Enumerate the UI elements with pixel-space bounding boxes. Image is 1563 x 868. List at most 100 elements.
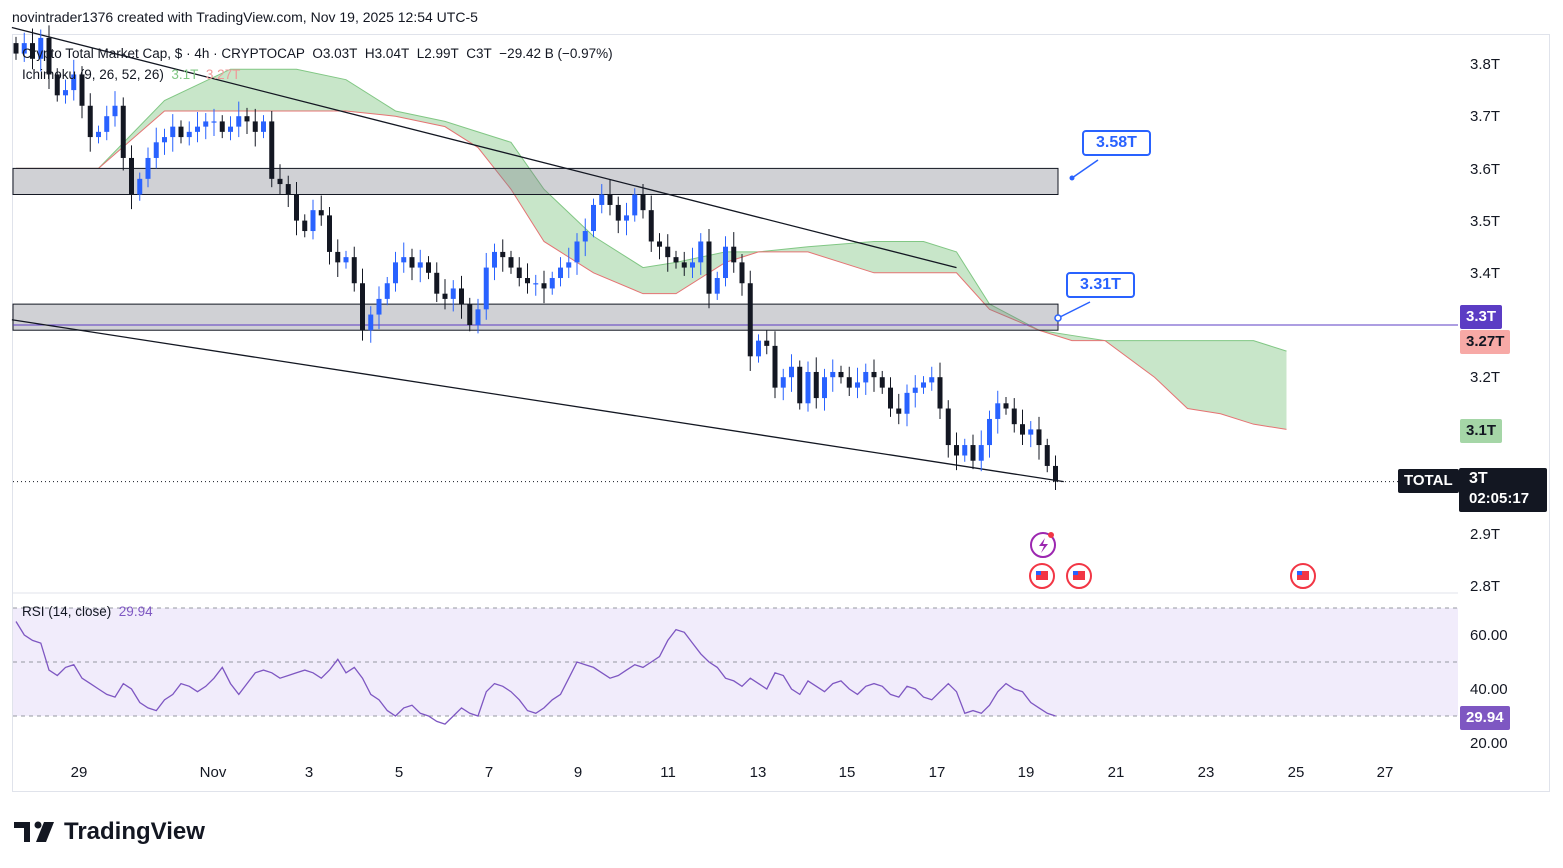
candle-body xyxy=(739,262,745,284)
candle-body xyxy=(846,377,852,388)
candle-body xyxy=(54,74,60,96)
candle-body xyxy=(244,116,250,122)
candle-body xyxy=(269,121,275,179)
ichimoku-cloud-bullish xyxy=(1187,340,1221,414)
candle-body xyxy=(558,267,563,279)
candle-body xyxy=(929,377,935,383)
symbol-name[interactable]: Crypto Total Market Cap, $ · 4h · CRYPTO… xyxy=(22,46,305,61)
date-axis-label: 15 xyxy=(838,764,856,781)
candle-body xyxy=(38,37,44,59)
sr-zone xyxy=(12,167,1059,195)
candle-body xyxy=(549,278,555,289)
price-axis-label: 3.4T xyxy=(1470,265,1501,282)
chart-frame[interactable] xyxy=(12,34,1550,792)
candle-body xyxy=(574,241,580,263)
last-price: 3T xyxy=(1469,470,1488,487)
earnings-event-icon[interactable] xyxy=(1030,532,1056,558)
candle-body xyxy=(879,377,885,388)
rsi-legend-value: 29.94 xyxy=(118,604,153,619)
candle-body xyxy=(261,121,266,132)
candle-body xyxy=(1003,403,1009,409)
change-value: −29.42 B (−0.97%) xyxy=(499,46,613,61)
candle-body xyxy=(368,314,374,331)
candle-body xyxy=(896,408,902,414)
symbol-tag: TOTAL xyxy=(1398,469,1459,493)
candle-body xyxy=(129,157,134,195)
us-economic-event-icon[interactable] xyxy=(1066,563,1092,589)
candle-body xyxy=(764,340,770,346)
candle-body xyxy=(921,382,926,388)
date-axis-label: 29 xyxy=(70,764,88,781)
date-axis-label: 5 xyxy=(394,764,404,781)
ichimoku-cloud-bullish xyxy=(230,69,297,111)
callout-anchor xyxy=(1069,175,1075,181)
candle-body xyxy=(1011,408,1017,425)
rsi-legend[interactable]: RSI (14, close) 29.94 xyxy=(22,604,153,619)
candle-body xyxy=(483,267,489,310)
date-axis-label: 11 xyxy=(660,764,676,781)
candle-body xyxy=(673,257,679,263)
callout-3-31t[interactable]: 3.31T xyxy=(1066,272,1135,298)
date-axis-label: 17 xyxy=(928,764,946,781)
price-axis-label: 2.9T xyxy=(1470,526,1501,543)
price-axis-label: 3.5T xyxy=(1470,213,1501,230)
candle-body xyxy=(120,105,126,158)
candle-body xyxy=(1053,465,1058,482)
rsi-label: RSI (14, close) xyxy=(22,604,112,619)
ichimoku-cloud-bullish xyxy=(956,251,990,310)
callout-pointer xyxy=(1071,159,1099,179)
candle-body xyxy=(640,194,646,211)
candle-body xyxy=(426,262,431,273)
candle-body xyxy=(236,116,242,127)
date-axis-label: 21 xyxy=(1107,764,1125,781)
hline-price-tag[interactable]: 3.3T xyxy=(1460,305,1503,329)
ichimoku-span-a-value: 3.1T xyxy=(171,67,199,82)
candle-body xyxy=(698,241,704,263)
candle-body xyxy=(310,210,316,232)
cloud-span-a-tag: 3.1T xyxy=(1460,419,1503,443)
candle-body xyxy=(393,262,398,284)
candle-body xyxy=(805,371,811,404)
tradingview-brand[interactable]: TradingView xyxy=(14,818,205,846)
candle-body xyxy=(690,262,695,268)
candle-body xyxy=(912,387,918,393)
flag-canton xyxy=(1073,571,1078,575)
candle-body xyxy=(467,304,473,325)
candle-body xyxy=(648,210,654,242)
candle-body xyxy=(360,283,365,331)
us-economic-event-icon[interactable] xyxy=(1290,563,1316,589)
flag-canton xyxy=(1297,571,1302,575)
date-axis-label: 3 xyxy=(304,764,314,781)
us-economic-event-icon[interactable] xyxy=(1029,563,1055,589)
candle-body xyxy=(96,131,101,138)
candle-body xyxy=(954,445,959,456)
date-axis-label: 19 xyxy=(1017,764,1035,781)
ichimoku-cloud-bullish xyxy=(1253,340,1287,430)
event-dot xyxy=(1048,532,1054,538)
callout-3-58t[interactable]: 3.58T xyxy=(1082,130,1151,156)
candle-body xyxy=(731,246,737,263)
rsi-line xyxy=(15,621,1056,725)
candle-body xyxy=(516,267,522,279)
candle-body xyxy=(219,121,225,132)
symbol-legend: Crypto Total Market Cap, $ · 4h · CRYPTO… xyxy=(22,46,613,61)
trendline xyxy=(11,319,1064,483)
candle-body xyxy=(87,105,93,138)
candle-body xyxy=(723,246,728,279)
candle-body xyxy=(170,126,176,138)
bar-countdown: 02:05:17 xyxy=(1469,490,1530,507)
candle-body xyxy=(153,142,159,158)
candle-body xyxy=(442,293,448,299)
ichimoku-cloud-bullish xyxy=(445,121,478,148)
candle-body xyxy=(582,231,588,242)
trendline xyxy=(11,26,957,269)
candle-body xyxy=(500,251,506,258)
candle-body xyxy=(285,184,291,195)
candle-body xyxy=(533,283,539,285)
candle-body xyxy=(566,262,572,268)
candle-body xyxy=(475,309,481,325)
flag-canton xyxy=(1036,571,1041,575)
candle-body xyxy=(195,126,200,132)
ichimoku-legend[interactable]: Ichimoku (9, 26, 52, 26) 3.1T 3.27T xyxy=(22,67,240,82)
